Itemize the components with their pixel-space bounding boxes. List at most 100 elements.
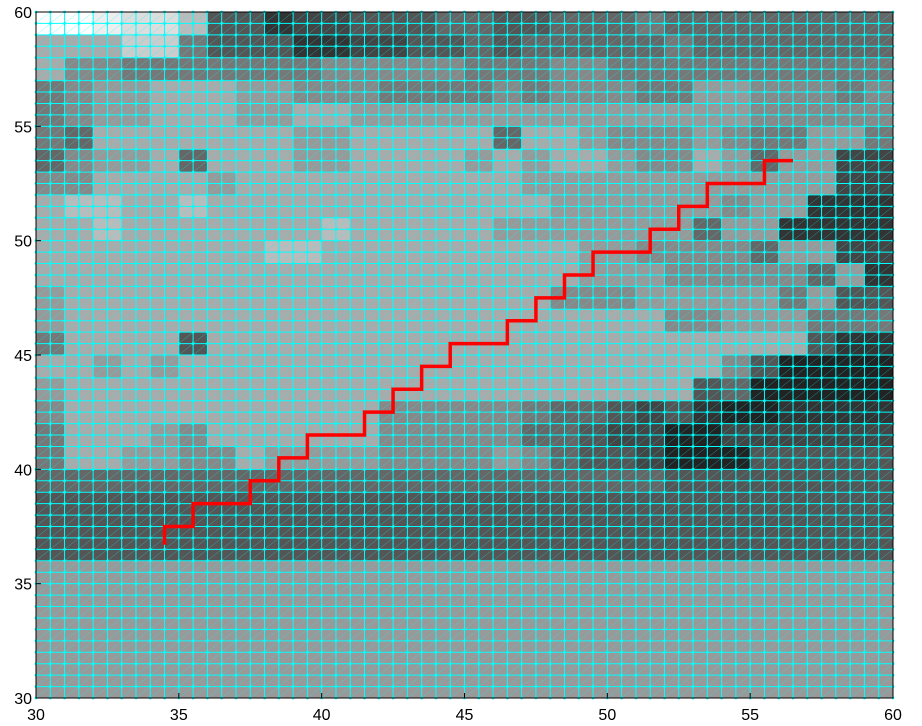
- grid-node: [648, 582, 652, 586]
- grid-node: [320, 239, 324, 243]
- grid-node: [220, 90, 224, 94]
- grid-node: [677, 570, 681, 574]
- grid-node: [648, 479, 652, 483]
- grid-node: [348, 353, 352, 357]
- grid-node: [106, 605, 109, 608]
- grid-node: [677, 410, 681, 414]
- grid-node: [705, 67, 709, 71]
- grid-node: [305, 342, 309, 345]
- grid-node: [777, 479, 781, 483]
- grid-node: [705, 525, 709, 528]
- grid-node: [791, 147, 795, 151]
- grid-node: [248, 616, 252, 620]
- grid-node: [263, 559, 266, 563]
- grid-node: [591, 307, 595, 311]
- grid-node: [734, 399, 738, 403]
- grid-node: [91, 296, 95, 300]
- grid-node: [834, 479, 838, 483]
- grid-node: [248, 33, 252, 37]
- grid-node: [534, 262, 538, 265]
- grid-node: [291, 204, 295, 208]
- grid-node: [420, 422, 424, 425]
- grid-node: [491, 547, 495, 551]
- grid-node: [391, 353, 395, 357]
- grid-node: [663, 639, 666, 643]
- grid-node: [448, 387, 452, 391]
- grid-line-diagonal: [35, 11, 451, 344]
- grid-node: [191, 376, 195, 380]
- grid-node: [291, 399, 295, 403]
- grid-node: [420, 456, 424, 460]
- grid-node: [805, 239, 809, 243]
- grid-node: [748, 227, 752, 231]
- grid-node: [848, 285, 852, 288]
- grid-node: [691, 422, 695, 425]
- grid-node: [563, 387, 566, 391]
- grid-node: [634, 445, 638, 448]
- grid-node: [148, 479, 152, 483]
- grid-node: [334, 56, 338, 60]
- grid-node: [348, 502, 352, 506]
- grid-node: [777, 250, 781, 254]
- grid-node: [748, 319, 752, 323]
- grid-node: [605, 67, 609, 71]
- grid-node: [348, 136, 352, 140]
- grid-node: [206, 570, 209, 574]
- grid-node: [120, 410, 124, 414]
- grid-node: [263, 456, 266, 460]
- grid-node: [591, 182, 595, 185]
- grid-node: [206, 22, 209, 25]
- grid-node: [234, 342, 238, 345]
- grid-node: [534, 22, 538, 25]
- grid-node: [48, 445, 52, 448]
- grid-node: [777, 616, 781, 620]
- grid-node: [63, 307, 66, 311]
- grid-node: [348, 113, 352, 117]
- grid-node: [391, 685, 395, 688]
- grid-node: [605, 467, 609, 471]
- grid-node: [248, 445, 252, 448]
- grid-node: [448, 79, 452, 82]
- grid-node: [863, 662, 866, 666]
- grid-node: [48, 479, 52, 483]
- grid-node: [734, 170, 738, 174]
- grid-node: [663, 296, 666, 300]
- grid-node: [191, 90, 195, 94]
- grid-node: [248, 250, 252, 254]
- grid-node: [448, 376, 452, 380]
- grid-node: [720, 502, 723, 506]
- grid-node: [177, 673, 181, 677]
- grid-node: [605, 285, 609, 288]
- grid-node: [791, 136, 795, 140]
- grid-node: [591, 296, 595, 300]
- grid-node: [634, 159, 638, 163]
- grid-node: [848, 22, 852, 25]
- grid-node: [220, 387, 224, 391]
- grid-node: [163, 639, 166, 643]
- grid-node: [420, 44, 424, 48]
- grid-node: [334, 136, 338, 140]
- grid-node: [605, 330, 609, 334]
- grid-node: [505, 673, 509, 677]
- grid-node: [677, 376, 681, 380]
- grid-node: [106, 239, 109, 243]
- grid-node: [305, 673, 309, 677]
- grid-node: [77, 422, 81, 425]
- grid-node: [77, 399, 81, 403]
- grid-line-diagonal: [564, 434, 894, 699]
- grid-node: [877, 204, 881, 208]
- x-tick-label: 50: [598, 707, 616, 724]
- grid-node: [677, 547, 681, 551]
- grid-node: [491, 365, 495, 368]
- grid-node: [505, 547, 509, 551]
- grid-node: [120, 124, 124, 128]
- grid-node: [877, 387, 881, 391]
- grid-node: [291, 502, 295, 506]
- grid-node: [248, 525, 252, 528]
- grid-node: [577, 387, 581, 391]
- grid-node: [334, 616, 338, 620]
- grid-node: [391, 433, 395, 437]
- grid-node: [334, 479, 338, 483]
- grid-node: [563, 433, 566, 437]
- grid-node: [520, 22, 524, 25]
